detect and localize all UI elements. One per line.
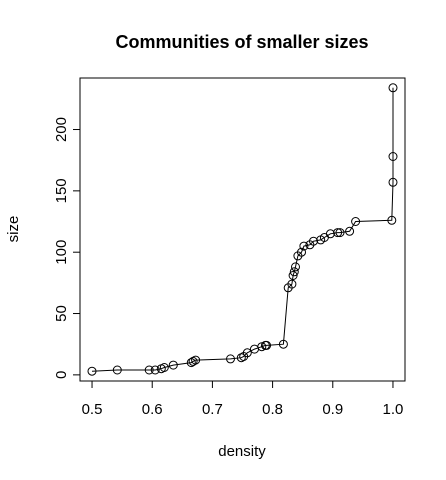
plot-frame xyxy=(79,77,406,382)
data-point xyxy=(262,340,272,350)
series-line xyxy=(91,87,394,372)
x-tick-label: 0.9 xyxy=(322,401,343,418)
x-tick-label: 0.8 xyxy=(262,401,283,418)
y-tick-label: 50 xyxy=(53,305,70,322)
data-point xyxy=(236,353,246,363)
data-point xyxy=(351,217,361,226)
data-point xyxy=(309,236,318,246)
data-point xyxy=(325,229,335,239)
data-point xyxy=(289,267,299,277)
data-point xyxy=(159,363,169,372)
x-tick-label: 1.0 xyxy=(383,401,404,418)
data-point xyxy=(112,365,122,375)
data-point xyxy=(335,228,345,238)
data-point xyxy=(242,348,252,358)
data-point xyxy=(388,83,398,93)
chart-title: Communities of smaller sizes xyxy=(115,32,368,52)
data-point xyxy=(388,177,398,187)
data-point xyxy=(333,228,343,238)
data-point xyxy=(287,279,297,289)
data-point xyxy=(288,271,298,280)
data-point xyxy=(168,360,178,370)
data-point xyxy=(186,358,196,368)
y-tick-label: 150 xyxy=(53,178,70,203)
data-point xyxy=(291,262,300,272)
data-point xyxy=(387,215,397,225)
y-axis-label: size xyxy=(5,216,22,243)
data-point xyxy=(299,241,309,251)
data-point xyxy=(87,366,97,376)
x-axis: 0.5 0.6 0.7 0.8 0.9 1.0 xyxy=(82,380,404,418)
data-point xyxy=(144,365,154,375)
y-tick-label: 200 xyxy=(53,117,70,142)
x-tick-label: 0.5 xyxy=(82,401,103,418)
y-axis: 0 50 100 150 200 xyxy=(53,117,81,379)
data-point xyxy=(150,365,160,375)
data-point xyxy=(226,354,235,364)
data-point xyxy=(188,356,198,366)
x-axis-label: density xyxy=(218,443,266,460)
data-point xyxy=(191,355,201,365)
y-tick-label: 100 xyxy=(53,240,70,265)
data-point xyxy=(388,152,398,161)
y-tick-label: 0 xyxy=(53,371,70,379)
data-point xyxy=(345,226,355,236)
x-tick-label: 0.7 xyxy=(202,401,223,418)
x-tick-label: 0.6 xyxy=(142,401,163,418)
data-point xyxy=(278,339,288,349)
data-point xyxy=(297,247,306,257)
data-series xyxy=(87,83,398,376)
